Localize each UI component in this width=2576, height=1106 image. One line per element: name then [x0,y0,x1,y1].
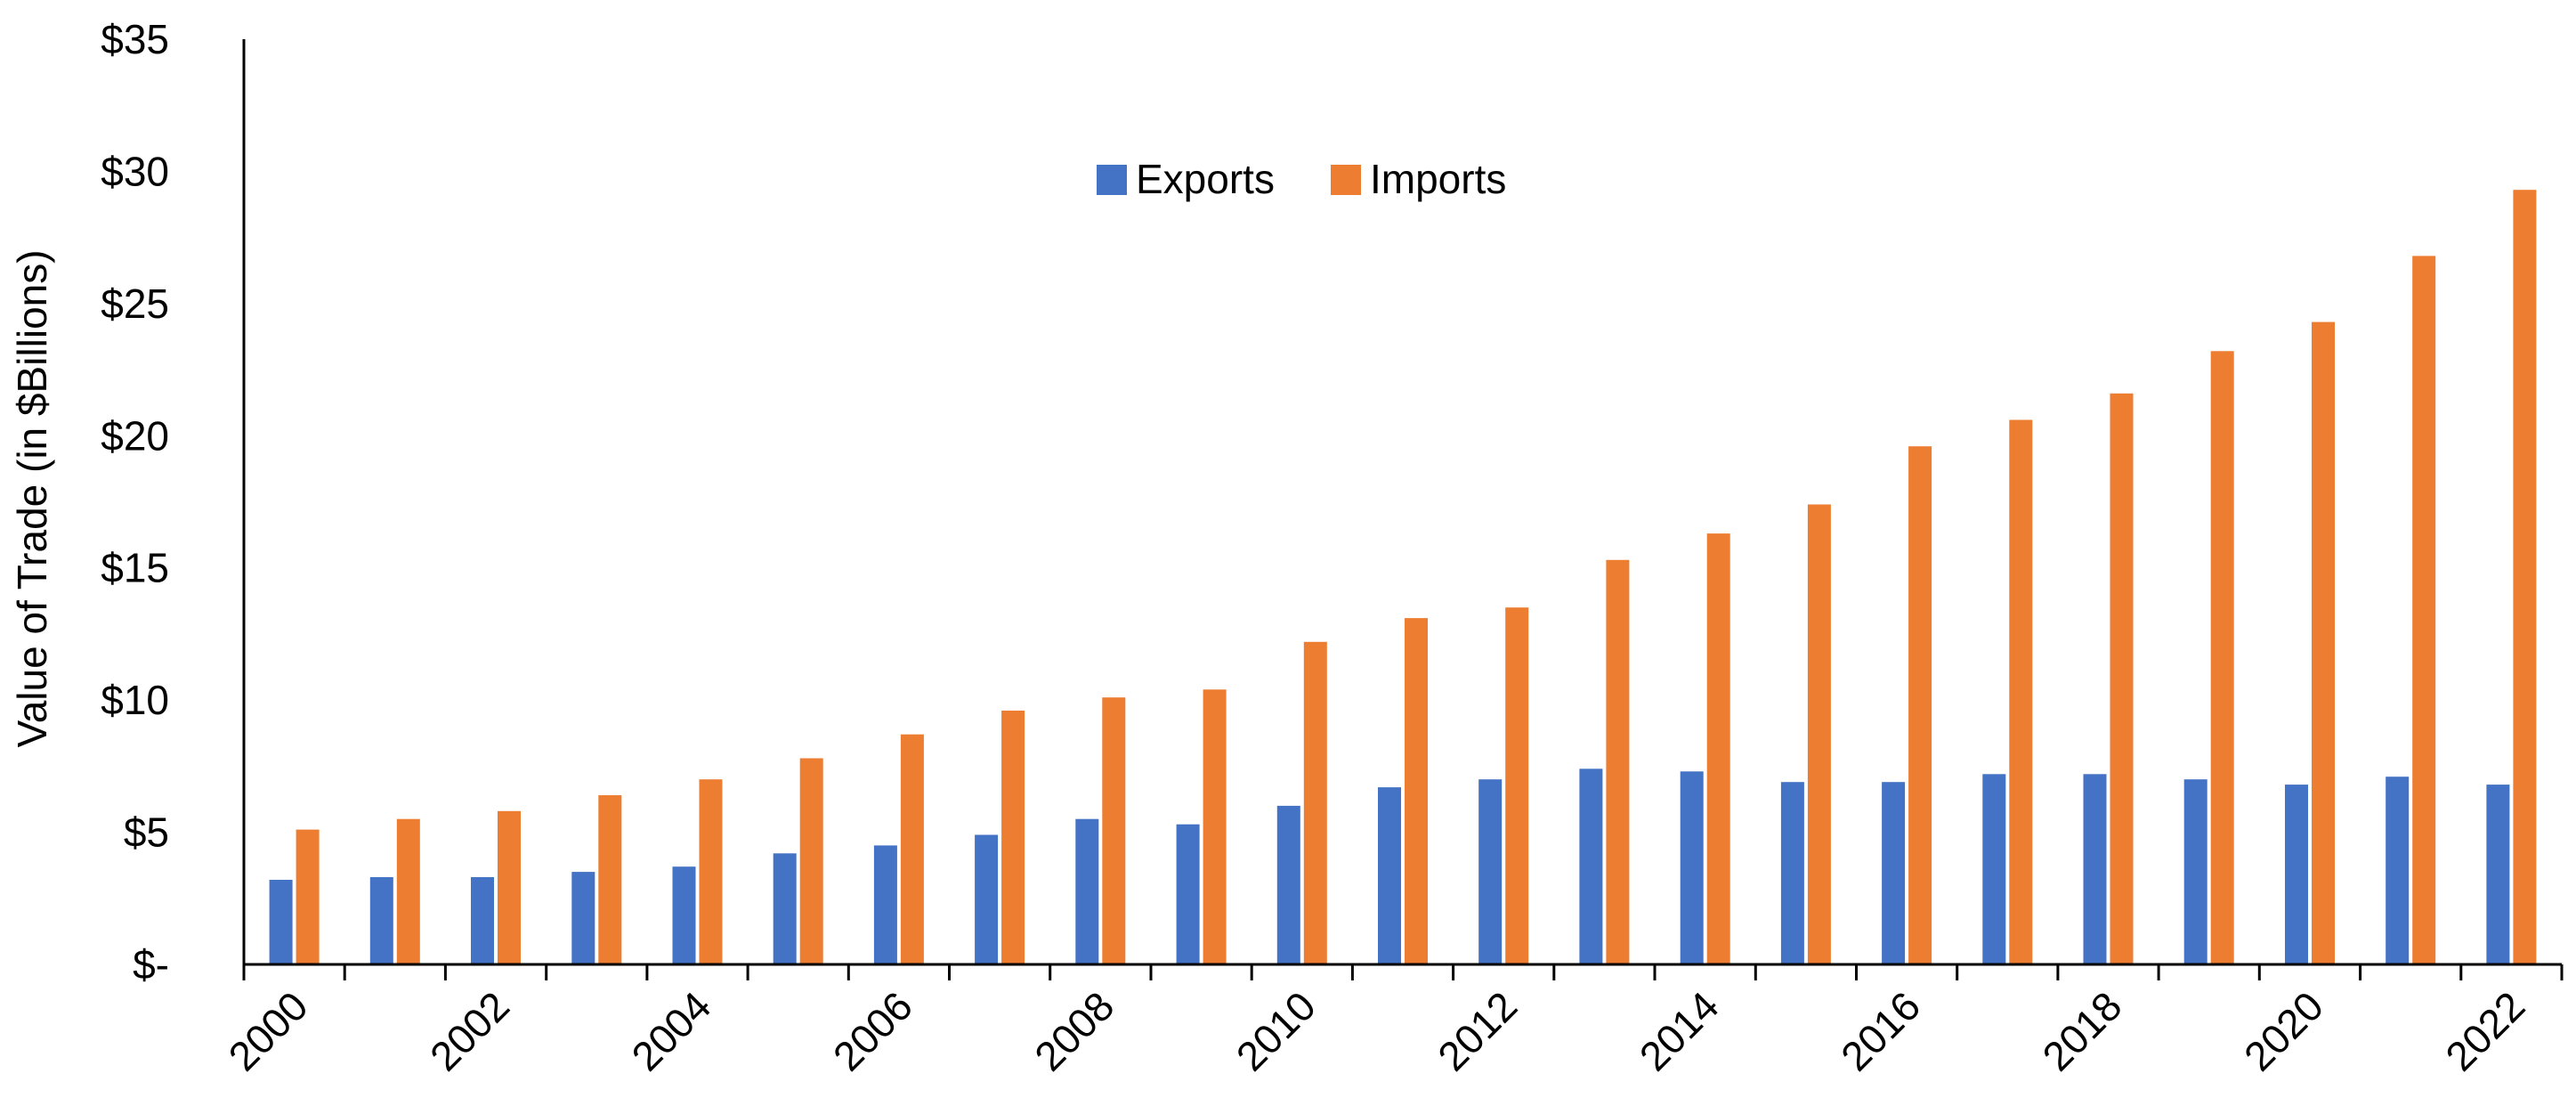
y-tick-label: $10 [101,677,169,723]
x-tick-label: 2022 [2436,982,2533,1079]
x-tick-label: 2000 [220,982,317,1079]
imports-bar-2012 [1505,607,1529,964]
y-tick-label: $25 [101,281,169,327]
exports-bar-2019 [2183,779,2207,964]
exports-bar-2018 [2083,774,2107,964]
x-tick-label: 2018 [2033,982,2130,1079]
bars [269,190,2537,965]
exports-bar-2007 [975,834,999,964]
imports-bar-2009 [1203,689,1227,964]
imports-bar-2015 [1807,504,1831,964]
imports-bar-2004 [699,779,723,964]
imports-bar-2013 [1606,559,1630,964]
exports-bar-2020 [2285,785,2308,964]
x-tick-label: 2020 [2235,982,2332,1079]
y-tick-label: $15 [101,545,169,591]
exports-legend-label: Exports [1136,156,1275,202]
exports-bar-2001 [369,877,393,964]
imports-bar-2008 [1102,697,1126,964]
imports-bar-2014 [1706,533,1730,964]
imports-bar-2005 [799,758,823,964]
y-tick-label: $35 [101,16,169,62]
y-tick-label: $20 [101,412,169,459]
imports-bar-2022 [2513,190,2537,964]
exports-bar-2021 [2386,777,2410,964]
exports-bar-2013 [1579,769,1603,964]
imports-bar-2000 [296,829,320,964]
imports-bar-2016 [1908,446,1932,964]
exports-bar-2005 [773,853,797,964]
x-tick-label: 2008 [1025,982,1122,1079]
y-tick-label: $- [133,941,169,988]
exports-bar-2004 [672,866,696,964]
x-tick-label: 2004 [622,982,719,1079]
exports-bar-2011 [1378,787,1401,964]
imports-bar-2017 [2009,419,2033,964]
imports-bar-2001 [396,818,420,964]
exports-bar-2003 [571,872,595,964]
exports-bar-2016 [1882,782,1906,964]
imports-legend-label: Imports [1370,156,1506,202]
exports-bar-2002 [471,877,494,964]
x-tick-label: 2006 [824,982,921,1079]
imports-bar-2002 [498,810,521,964]
imports-bar-2018 [2110,393,2134,964]
imports-bar-2006 [900,734,924,964]
imports-bar-2007 [1001,711,1025,964]
exports-bar-2017 [1982,774,2006,964]
exports-bar-2022 [2486,785,2510,964]
imports-bar-2010 [1303,641,1327,964]
x-tick-label: 2010 [1227,982,1324,1079]
y-tick-label: $5 [124,809,169,856]
y-tick-label: $30 [101,148,169,194]
imports-bar-2021 [2412,256,2436,964]
x-tick-label: 2014 [1631,982,1728,1079]
exports-bar-2006 [873,845,897,964]
imports-legend-swatch [1331,165,1361,195]
imports-bar-2011 [1405,618,1428,964]
x-tick-label: 2002 [421,982,518,1079]
imports-bar-2020 [2312,321,2335,965]
exports-bar-2010 [1276,805,1300,964]
exports-bar-2012 [1478,779,1503,964]
x-tick-label: 2012 [1429,982,1526,1079]
exports-bar-2000 [269,880,293,964]
legend: Exports Imports [1097,156,1506,202]
y-axis-title: Value of Trade (in $Billions) [9,249,55,747]
exports-bar-2008 [1075,818,1099,964]
x-tick-label: 2016 [1832,982,1929,1079]
exports-legend-swatch [1097,165,1127,195]
axis-labels: Value of Trade (in $Billions) [9,249,55,747]
imports-bar-2003 [598,795,622,964]
exports-bar-2009 [1176,824,1200,964]
exports-bar-2015 [1780,782,1804,964]
exports-bar-2014 [1680,771,1704,964]
imports-bar-2019 [2210,351,2234,964]
